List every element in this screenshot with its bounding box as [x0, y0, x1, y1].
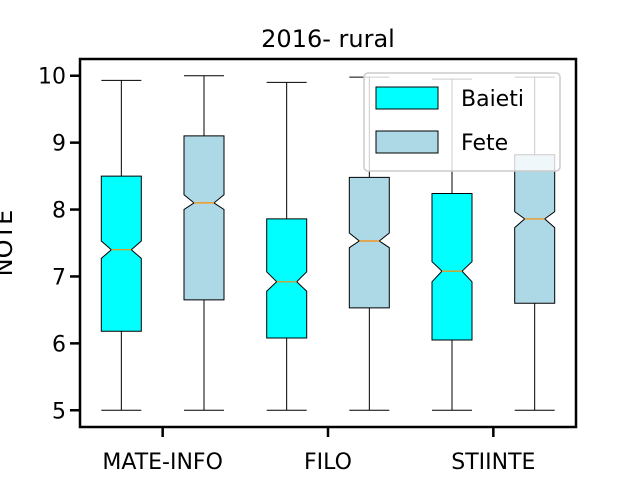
axes-layer: 5 6 7 8 9 10 MATE-INFO FILO STIINTE	[38, 65, 535, 475]
box-body	[431, 193, 473, 341]
box-body	[266, 218, 308, 339]
x-tick-label: STIINTE	[451, 450, 535, 475]
box-fete-mate-info	[183, 75, 225, 411]
y-tick-label: 8	[52, 199, 66, 224]
legend-swatch-fete	[375, 130, 439, 154]
y-tick-label: 7	[52, 265, 66, 290]
chart-title: 2016- rural	[261, 25, 395, 53]
box-body	[514, 154, 556, 304]
legend-swatch-baieti	[375, 86, 439, 110]
y-tick-label: 10	[38, 65, 66, 90]
box-body	[100, 175, 142, 332]
y-tick-label: 9	[52, 132, 66, 157]
legend-label-fete: Fete	[461, 131, 508, 156]
x-tick-label: MATE-INFO	[102, 450, 223, 475]
y-tick-label: 6	[52, 332, 66, 357]
box-fete-filo	[348, 76, 390, 411]
x-tick-label: FILO	[304, 450, 352, 475]
legend: Baieti Fete	[363, 72, 561, 172]
box-baieti-mate-info	[100, 79, 142, 411]
box-baieti-filo	[266, 81, 308, 411]
box-body	[183, 135, 225, 301]
y-tick-label: 5	[52, 399, 66, 424]
y-axis-label: NOTE	[0, 210, 18, 277]
boxes-layer	[100, 75, 556, 411]
box-body	[348, 176, 390, 309]
legend-label-baieti: Baieti	[461, 87, 524, 112]
